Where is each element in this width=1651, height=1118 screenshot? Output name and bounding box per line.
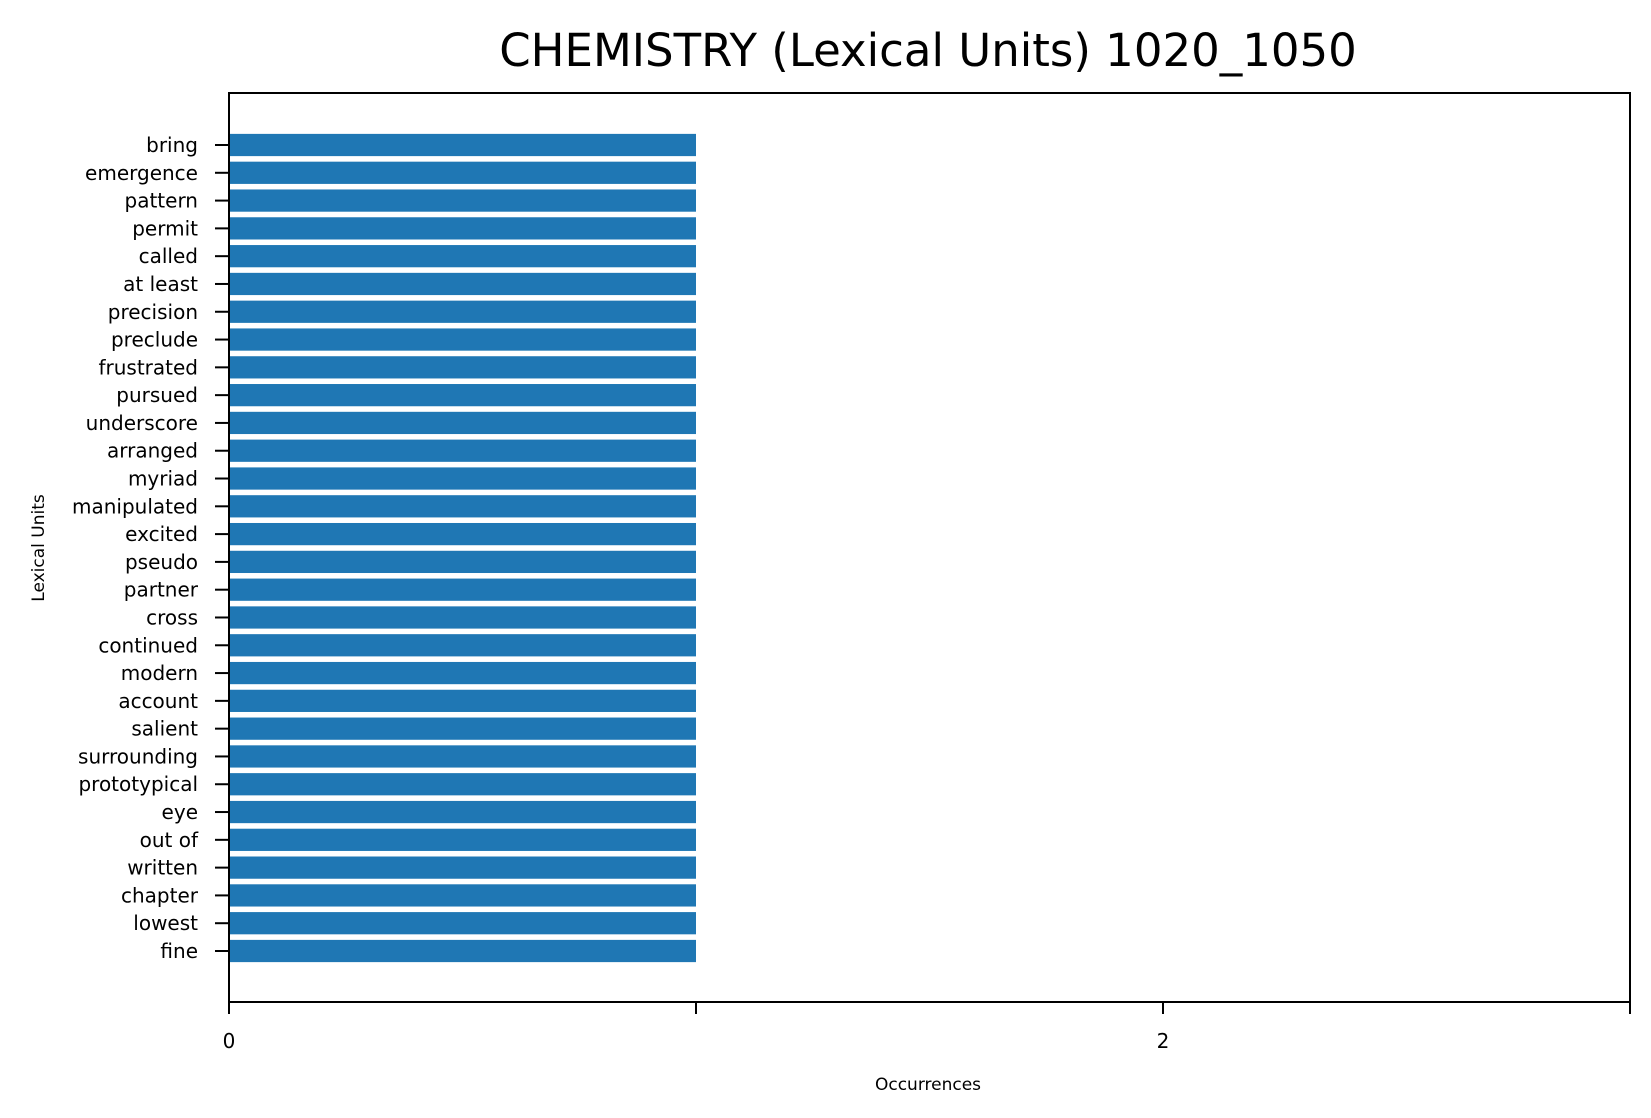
y-tick-label: continued: [98, 633, 198, 657]
bar-precision: [229, 300, 696, 323]
bar-prototypical: [229, 773, 696, 796]
bar-arranged: [229, 439, 696, 462]
y-tick-label: called: [139, 244, 198, 268]
y-tick-label: pseudo: [125, 550, 198, 574]
y-tick-label: surrounding: [78, 744, 198, 768]
y-tick-label: eye: [162, 800, 198, 824]
y-tick-label: salient: [131, 717, 198, 741]
bar-pattern: [229, 189, 696, 212]
x-tick-label: 2: [1157, 1029, 1170, 1053]
bar-frustrated: [229, 356, 696, 379]
y-tick-label: emergence: [85, 161, 198, 185]
y-tick-label: lowest: [133, 911, 198, 935]
y-tick-label: bring: [146, 133, 198, 157]
y-tick-label: account: [118, 689, 198, 713]
bar-emergence: [229, 161, 696, 184]
bar-preclude: [229, 328, 696, 351]
x-tick-label: 0: [223, 1029, 236, 1053]
bar-account: [229, 689, 696, 712]
y-tick-label: written: [127, 856, 198, 880]
bars-group: [229, 133, 696, 963]
y-tick-label: underscore: [86, 411, 198, 435]
y-tick-label: partner: [124, 578, 199, 602]
bar-cross: [229, 606, 696, 629]
bar-myriad: [229, 467, 696, 490]
y-tick-label: arranged: [107, 439, 198, 463]
y-tick-label: frustrated: [98, 355, 198, 379]
bar-lowest: [229, 912, 696, 935]
y-axis-label: Lexical Units: [29, 494, 49, 602]
bar-pursued: [229, 384, 696, 407]
chart-title: CHEMISTRY (Lexical Units) 1020_1050: [499, 24, 1356, 77]
bar-continued: [229, 634, 696, 657]
y-tick-label: prototypical: [78, 772, 198, 796]
bar-surrounding: [229, 745, 696, 768]
y-tick-label: fine: [160, 939, 198, 963]
bar-pseudo: [229, 550, 696, 574]
y-tick-label: cross: [146, 605, 198, 629]
bar-fine: [229, 939, 696, 963]
bar-out-of: [229, 828, 696, 851]
bar-permit: [229, 217, 696, 240]
bar-eye: [229, 800, 696, 824]
bar-manipulated: [229, 495, 696, 518]
bar-at-least: [229, 272, 696, 296]
bar-underscore: [229, 411, 696, 435]
bar-chapter: [229, 884, 696, 907]
x-axis-label: Occurrences: [875, 1075, 981, 1095]
y-tick-label: out of: [140, 828, 199, 852]
bar-bring: [229, 133, 696, 157]
bar-written: [229, 856, 696, 879]
y-tick-label: excited: [125, 522, 198, 546]
y-ticks: bring emergence pattern permit called at leas…: [72, 133, 229, 963]
y-tick-label: pursued: [116, 383, 198, 407]
y-tick-label: preclude: [111, 328, 198, 352]
y-tick-label: modern: [121, 661, 198, 685]
y-tick-label: precision: [108, 300, 198, 324]
y-tick-label: manipulated: [72, 494, 198, 518]
bar-called: [229, 245, 696, 268]
plot-frame: [228, 92, 1631, 1003]
bar-modern: [229, 661, 696, 685]
y-tick-label: myriad: [128, 467, 198, 491]
y-tick-label: permit: [132, 216, 198, 240]
y-tick-label: chapter: [121, 883, 199, 907]
y-tick-label: at least: [123, 272, 198, 296]
y-tick-label: pattern: [125, 189, 199, 213]
bar-excited: [229, 522, 696, 546]
bar-partner: [229, 578, 696, 601]
bar-salient: [229, 717, 696, 740]
